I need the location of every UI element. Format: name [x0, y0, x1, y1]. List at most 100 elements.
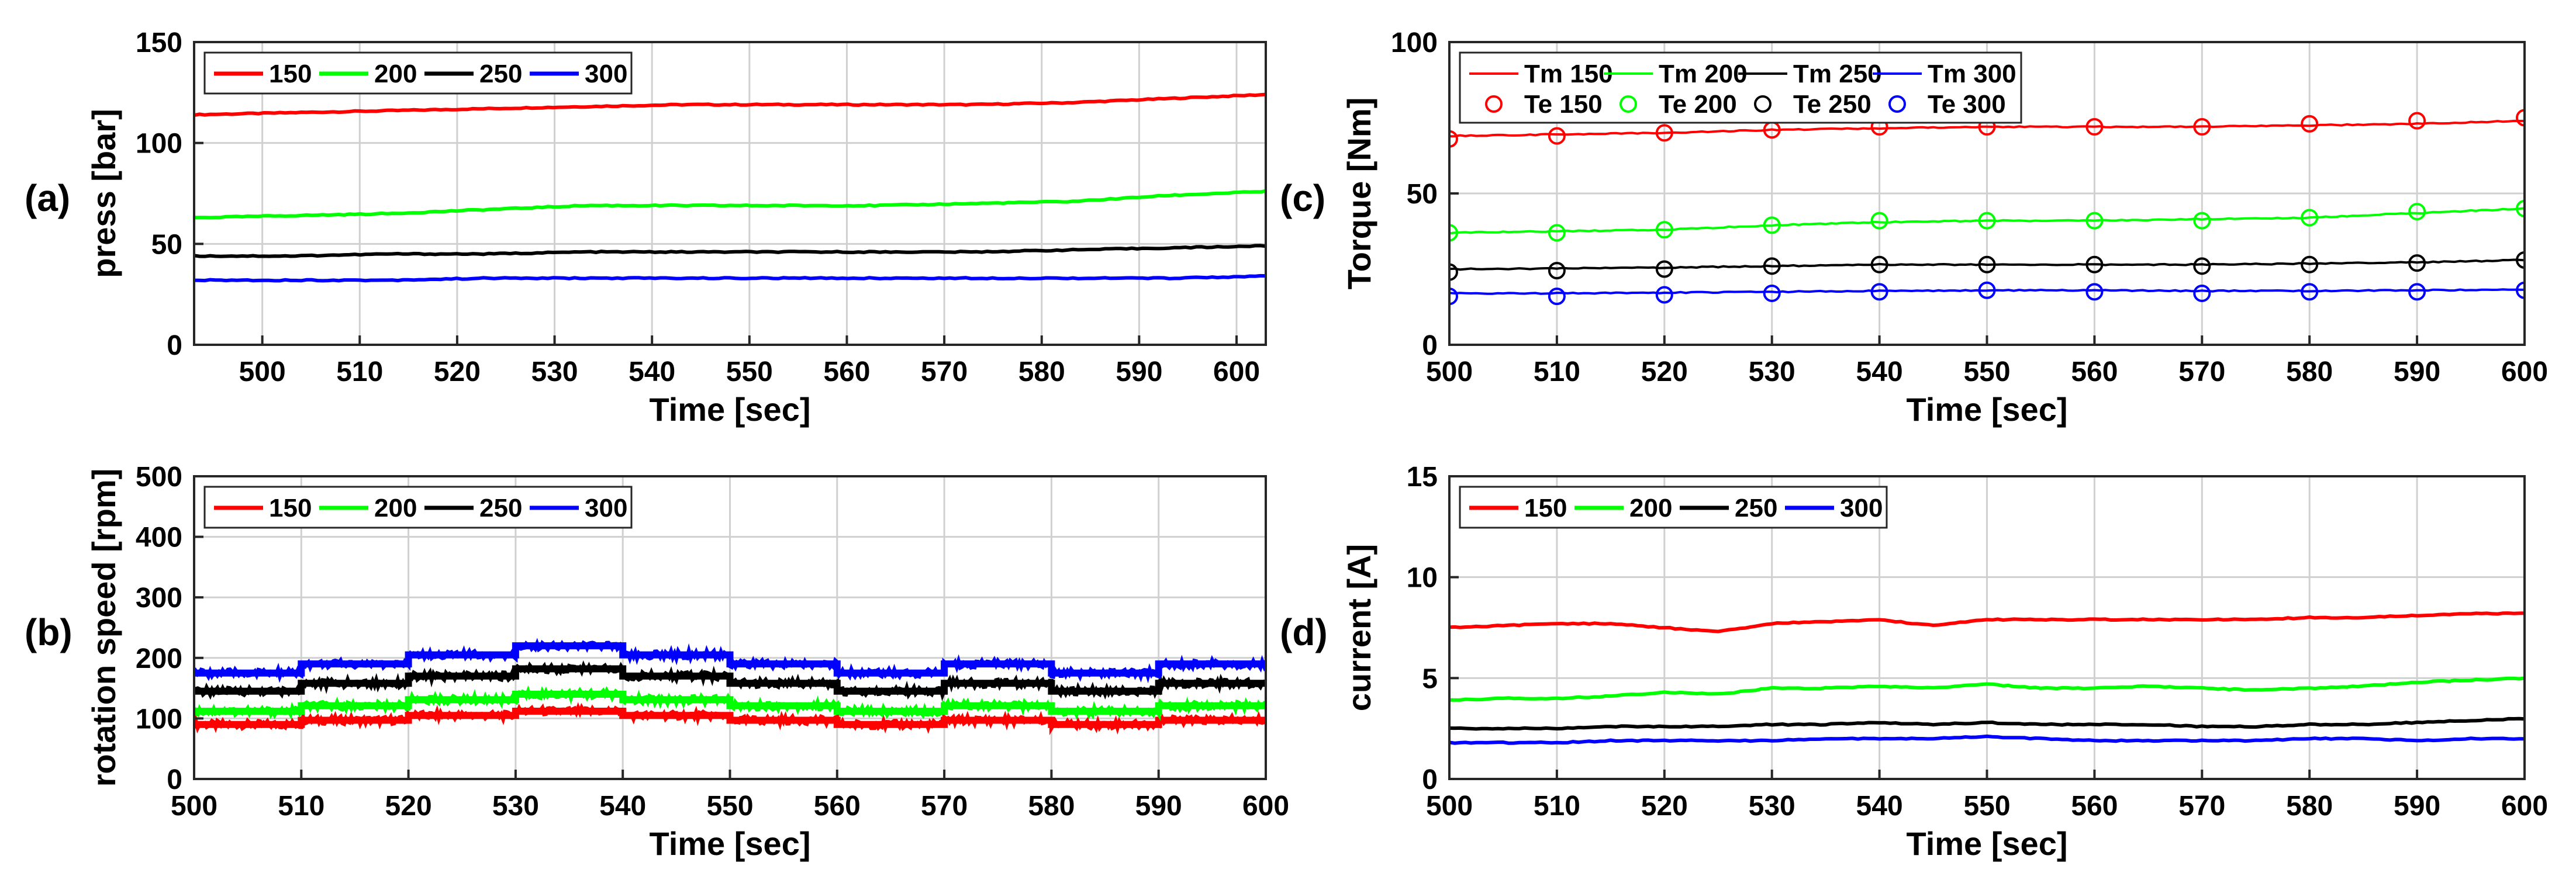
data-point-Te-150 — [2408, 112, 2426, 130]
y-axis-label: press [bar] — [85, 109, 122, 278]
chart-panel-b: 500 510 520 530 540 550 560 570 580 590 600 0 100 200… — [25, 462, 1289, 862]
legend: 150 200 250 300 — [203, 486, 633, 529]
series-150-steps — [194, 702, 1266, 736]
x-tick-label: 550 — [726, 356, 773, 387]
data-point-Te-150 — [1548, 127, 1566, 145]
data-point-Te-200 — [1655, 221, 1673, 239]
y-tick-label: 0 — [1422, 764, 1438, 795]
legend-marker-Te-200 — [1620, 95, 1637, 113]
legend-label: 250 — [1735, 494, 1777, 522]
y-tick-label: 400 — [136, 522, 182, 553]
x-tick-label: 590 — [2394, 791, 2440, 822]
y-axis-label: current [A] — [1341, 544, 1377, 711]
legend-label: 200 — [1629, 494, 1672, 522]
data-point-Te-200 — [2193, 212, 2211, 230]
y-tick-label: 5 — [1422, 663, 1438, 694]
data-point-Te-200 — [2085, 212, 2104, 230]
data-point-Te-300 — [2193, 284, 2211, 302]
data-point-Te-250 — [2301, 255, 2319, 273]
data-point-Te-250 — [2085, 255, 2104, 273]
data-point-Te-250 — [1978, 255, 1996, 273]
axes-frame — [193, 41, 1267, 346]
data-point-Te-200 — [2301, 209, 2319, 227]
chart-panel-a: 500 510 520 530 540 550 560 570 580 590 600 0 50 100 1… — [25, 27, 1267, 428]
legend: Tm 150 Tm 200 Tm 250 Tm 300 Te 150 Te 200 Te 2… — [1459, 51, 2022, 124]
x-tick-label: 530 — [1749, 791, 1795, 822]
x-tick-label: 510 — [278, 791, 324, 822]
data-point-Te-300 — [1870, 283, 1888, 301]
legend-label: 250 — [479, 60, 522, 88]
y-tick-label: 15 — [1407, 462, 1438, 493]
series-step-300 — [194, 642, 1266, 677]
series-line-Tm-250 — [1449, 258, 2525, 271]
x-tick-label: 520 — [1641, 791, 1688, 822]
series-markers-Te-150 — [1449, 109, 2525, 148]
chart-panel-d: 500 510 520 530 540 550 560 570 580 590 600051015T… — [1280, 462, 2548, 862]
legend-marker-Te-250 — [1754, 95, 1772, 113]
data-point-Te-200 — [1763, 216, 1781, 234]
y-tick-label: 100 — [136, 704, 182, 735]
x-tick-label: 600 — [1242, 791, 1289, 822]
y-tick-label: 0 — [167, 330, 182, 361]
y-tick-label: 50 — [151, 229, 182, 260]
legend-label: Te 250 — [1793, 90, 1871, 119]
series-line-Tm-200 — [1449, 207, 2525, 235]
x-tick-label: 520 — [1641, 356, 1688, 387]
panel-label: (b) — [25, 611, 72, 653]
legend-label: 300 — [585, 60, 627, 88]
legend-marker-Te-150 — [1485, 95, 1503, 113]
x-tick-label: 530 — [1749, 356, 1795, 387]
data-point-Te-300 — [2516, 281, 2525, 299]
legend-label: Tm 150 — [1524, 60, 1613, 88]
data-point-Te-150 — [1655, 124, 1673, 142]
series-step-150 — [194, 707, 1266, 728]
panel-label: (c) — [1280, 177, 1325, 219]
series-markers-Te-200 — [1449, 199, 2525, 242]
y-tick-label: 100 — [136, 129, 182, 160]
legend-label: 200 — [374, 494, 417, 522]
legend: 150 200 250 300 — [1459, 486, 1888, 529]
series-group — [1449, 611, 2525, 745]
legend-label: 150 — [1524, 494, 1567, 522]
series-group — [1449, 109, 2525, 306]
y-tick-label: 200 — [136, 643, 182, 674]
y-tick-label: 100 — [1391, 27, 1438, 58]
data-point-Te-300 — [1548, 288, 1566, 306]
y-tick-label: 150 — [136, 27, 182, 58]
series-markers-Te-300 — [1449, 281, 2525, 306]
x-tick-label: 510 — [1534, 791, 1580, 822]
data-point-Te-250 — [2408, 254, 2426, 272]
x-tick-label: 500 — [1426, 791, 1473, 822]
x-axis-label: Time [sec] — [650, 391, 811, 428]
x-tick-label: 560 — [2071, 791, 2118, 822]
x-tick-label: 570 — [2178, 356, 2225, 387]
series-line-Tm-150 — [1449, 119, 2525, 138]
x-tick-label: 600 — [2501, 791, 2548, 822]
x-tick-label: 590 — [1135, 791, 1182, 822]
data-point-Te-150 — [2193, 118, 2211, 136]
legend-label: Tm 250 — [1793, 60, 1882, 88]
data-point-Te-200 — [1548, 224, 1566, 242]
series-line-300 — [194, 273, 1266, 283]
series-300-steps — [194, 638, 1266, 684]
data-point-Te-300 — [1763, 284, 1781, 302]
data-point-Te-250 — [2516, 251, 2525, 269]
x-tick-label: 560 — [814, 791, 861, 822]
data-point-Te-300 — [1449, 288, 1458, 306]
series-step-250 — [194, 665, 1266, 695]
y-axis-label: Torque [Nm] — [1341, 98, 1377, 290]
data-point-Te-300 — [2085, 283, 2104, 301]
data-point-Te-300 — [2408, 283, 2426, 301]
data-point-Te-300 — [1655, 286, 1673, 304]
x-tick-label: 550 — [1963, 791, 2010, 822]
y-tick-label: 50 — [1407, 179, 1438, 210]
x-axis-label: Time [sec] — [1907, 825, 2068, 862]
series-line-250 — [1449, 716, 2525, 731]
series-line-200 — [194, 189, 1266, 220]
x-tick-label: 570 — [2178, 791, 2225, 822]
x-tick-label: 510 — [336, 356, 383, 387]
series-line-250 — [194, 244, 1266, 258]
legend-label: 300 — [585, 494, 627, 522]
x-tick-label: 580 — [2286, 791, 2333, 822]
x-axis-label: Time [sec] — [650, 825, 811, 862]
